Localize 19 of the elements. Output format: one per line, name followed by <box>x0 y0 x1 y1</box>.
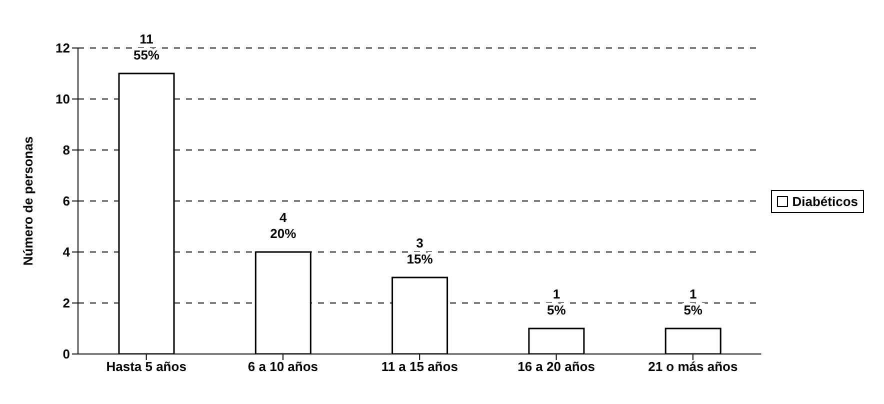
data-label: 3 15% <box>406 236 434 266</box>
y-tick-label: 12 <box>56 40 70 56</box>
x-tick-label: 21 o más años <box>648 359 738 374</box>
data-label: 1 5% <box>547 286 566 318</box>
x-tick-label: 16 a 20 años <box>518 359 595 374</box>
data-label: 4 20% <box>270 210 297 241</box>
legend-label: Diabéticos <box>792 194 858 208</box>
data-label: 1 5% <box>684 286 703 318</box>
data-label: 11 55% <box>133 32 160 62</box>
y-tick-label: 8 <box>62 142 70 158</box>
x-tick-label: 11 a 15 años <box>381 359 458 374</box>
y-tick-label: 2 <box>62 296 70 311</box>
y-axis-title: Número de personas <box>20 136 36 266</box>
y-tick-label: 0 <box>62 346 70 362</box>
x-tick-label: 6 a 10 años <box>248 359 318 374</box>
y-tick-label: 10 <box>56 92 70 107</box>
y-tick-label: 4 <box>62 244 71 260</box>
y-tick-label: 6 <box>62 194 70 209</box>
x-tick-label: Hasta 5 años <box>106 359 186 374</box>
